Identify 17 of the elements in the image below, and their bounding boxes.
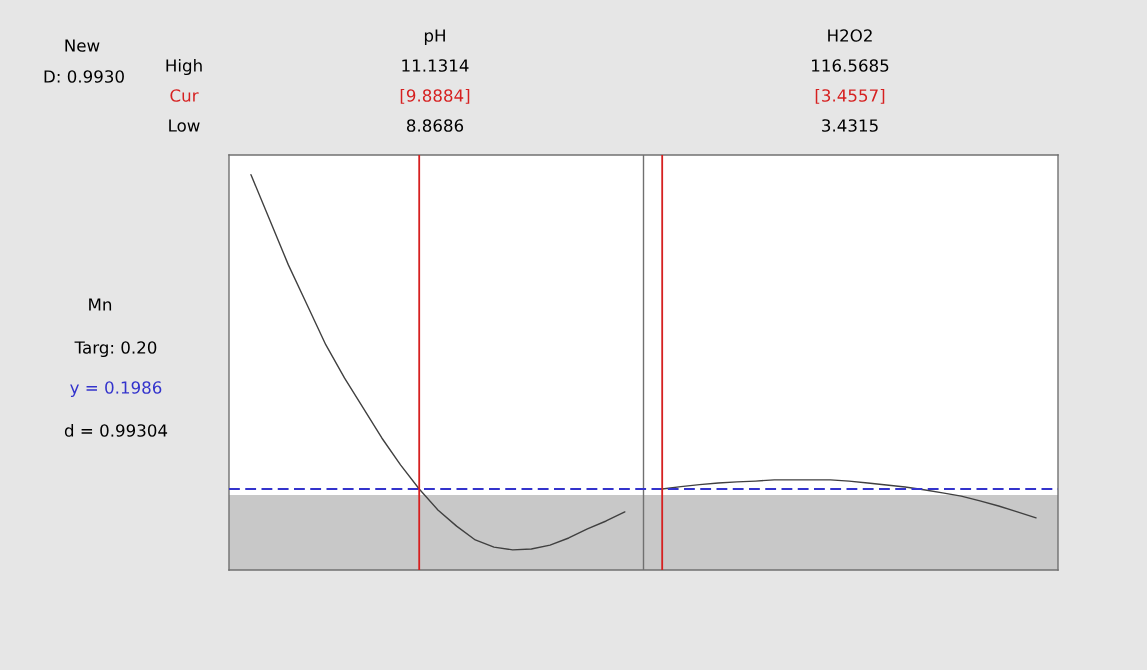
text: New [65, 39, 100, 52]
text: d = 0.99304 [64, 423, 168, 437]
text: 11.1314 [402, 59, 469, 72]
text: 3.4315 [822, 119, 878, 132]
text: [9.8884] [400, 88, 470, 104]
text: y = 0.1986 [70, 381, 162, 398]
text: [3.4557] [815, 88, 885, 104]
text: 8.8686 [406, 119, 464, 132]
text: H2O2 [828, 29, 872, 42]
text: High [166, 58, 202, 76]
text: D: 0.9930 [44, 70, 124, 83]
text: Cur [170, 89, 199, 102]
text: Targ: 0.20 [74, 341, 157, 358]
text: Low [169, 119, 200, 132]
text: 116.5685 [812, 59, 889, 72]
text: Mn [89, 298, 112, 311]
text: pH [424, 29, 445, 46]
